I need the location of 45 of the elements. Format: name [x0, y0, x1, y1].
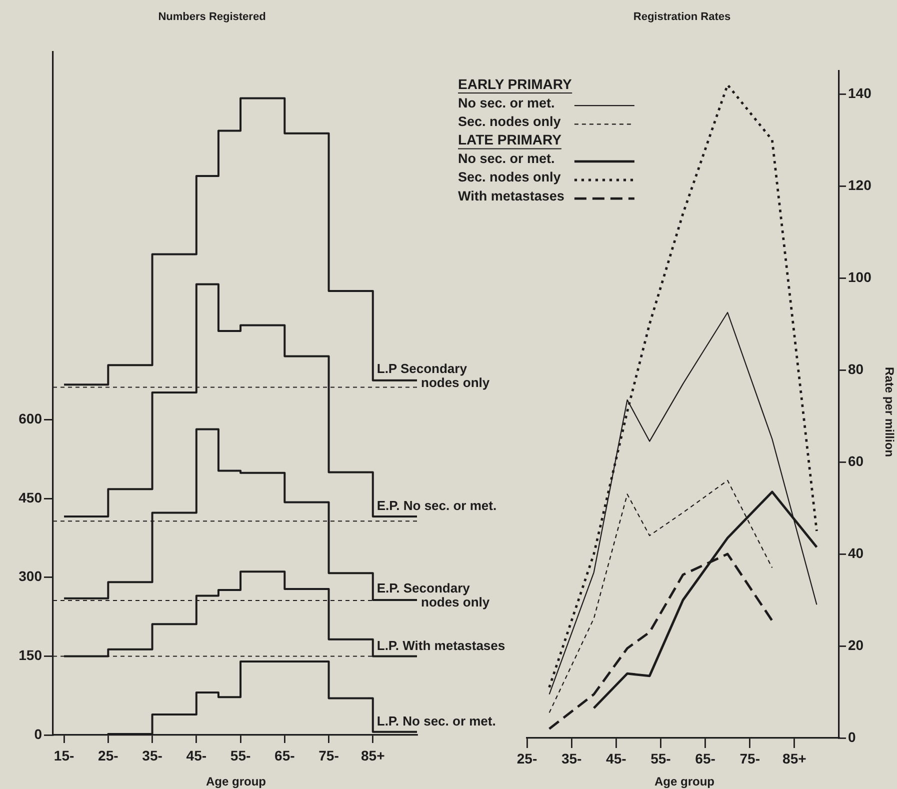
y-tick-label: 0 [848, 728, 856, 745]
legend-label: Sec. nodes only [458, 170, 562, 185]
x-tick-label: 85+ [782, 750, 806, 766]
y-tick-label: 600 [18, 410, 42, 427]
y-axis-title: Rate per million [882, 366, 897, 458]
x-tick-label: 55- [230, 747, 251, 764]
x-tick-label: 85+ [361, 747, 385, 764]
legend-label: No sec. or met. [458, 151, 555, 166]
legend-label: With metastases [458, 188, 564, 204]
x-tick-label: 75- [318, 747, 340, 764]
y-tick-label: 120 [848, 176, 872, 193]
legend-label: Sec. nodes only [458, 114, 562, 129]
series-label: L.P. With metastases [376, 638, 506, 653]
annotation: LATE PRIMARY [458, 132, 562, 148]
x-tick-label: 35- [142, 747, 163, 764]
x-tick-label: 45- [186, 747, 207, 764]
y-tick-label: 20 [848, 636, 864, 653]
x-tick-label: 45- [606, 750, 627, 766]
chart-title: Registration Rates [633, 11, 731, 24]
series-label: L.P. No sec. or met. [376, 713, 496, 728]
x-tick-label: 15- [54, 747, 74, 764]
series-label: L.P Secondary nodes only [376, 360, 490, 390]
x-tick-label: 75- [740, 750, 760, 766]
series-label: E.P. No sec. or met. [376, 498, 497, 514]
x-tick-label: 35- [561, 750, 582, 766]
chart-title: Numbers Registered [158, 11, 266, 24]
series-label: E.P. Secondary nodes only [376, 580, 490, 610]
y-tick-label: 150 [18, 647, 42, 664]
x-tick-label: 65- [695, 750, 716, 766]
legend-label: No sec. or met. [458, 95, 555, 110]
x-tick-label: 25- [516, 750, 538, 766]
x-tick-label: 55- [650, 750, 672, 766]
x-axis-title: Age group [654, 774, 714, 788]
x-tick-label: 25- [98, 747, 119, 764]
x-axis-title: Age group [206, 774, 266, 788]
y-tick-label: 40 [848, 544, 864, 561]
y-tick-label: 80 [848, 360, 864, 377]
y-tick-label: 140 [848, 84, 872, 101]
y-tick-label: 100 [848, 268, 872, 285]
y-tick-label: 60 [848, 452, 864, 469]
y-tick-label: 0 [34, 726, 42, 742]
x-tick-label: 65- [274, 747, 296, 764]
y-tick-label: 450 [18, 489, 42, 506]
annotation: EARLY PRIMARY [458, 76, 572, 92]
y-tick-label: 300 [18, 568, 42, 584]
